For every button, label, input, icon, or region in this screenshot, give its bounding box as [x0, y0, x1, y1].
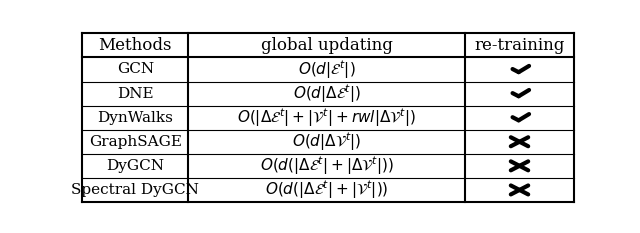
Text: GraphSAGE: GraphSAGE: [89, 135, 182, 149]
Text: $O(|\Delta\mathcal{E}^t| + |\mathcal{V}^t| + rwl|\Delta\mathcal{V}^t|)$: $O(|\Delta\mathcal{E}^t| + |\mathcal{V}^…: [237, 106, 416, 129]
Text: DyGCN: DyGCN: [106, 159, 164, 173]
Text: $O(d|\Delta\mathcal{E}^t|)$: $O(d|\Delta\mathcal{E}^t|)$: [292, 82, 361, 105]
Text: $O(d(|\Delta\mathcal{E}^t| + |\mathcal{V}^t|))$: $O(d(|\Delta\mathcal{E}^t| + |\mathcal{V…: [265, 178, 388, 201]
Text: $O(d|\mathcal{E}^t|)$: $O(d|\mathcal{E}^t|)$: [298, 58, 356, 81]
Text: Methods: Methods: [99, 37, 172, 54]
Text: DNE: DNE: [117, 87, 154, 101]
Text: DynWalks: DynWalks: [97, 111, 173, 125]
Text: global updating: global updating: [261, 37, 393, 54]
Text: GCN: GCN: [116, 62, 154, 76]
Text: Spectral DyGCN: Spectral DyGCN: [71, 183, 199, 197]
Text: $O(d(|\Delta\mathcal{E}^t| + |\Delta\mathcal{V}^t|))$: $O(d(|\Delta\mathcal{E}^t| + |\Delta\mat…: [260, 154, 394, 177]
Text: re-training: re-training: [474, 37, 564, 54]
Text: $O(d|\Delta\mathcal{V}^t|)$: $O(d|\Delta\mathcal{V}^t|)$: [292, 130, 362, 153]
